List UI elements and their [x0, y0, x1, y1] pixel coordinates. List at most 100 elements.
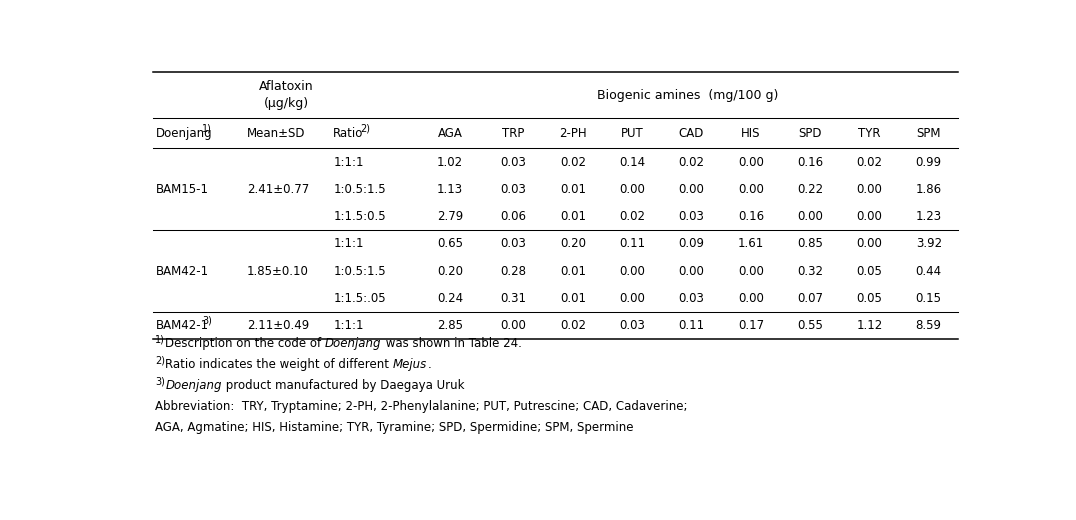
Text: BAM15-1: BAM15-1 [156, 183, 209, 196]
Text: Aflatoxin: Aflatoxin [259, 80, 314, 93]
Text: 0.16: 0.16 [797, 155, 823, 168]
Text: 0.01: 0.01 [560, 292, 586, 305]
Text: 0.03: 0.03 [500, 183, 526, 196]
Text: 0.17: 0.17 [738, 319, 764, 332]
Text: 0.11: 0.11 [619, 237, 646, 250]
Text: 0.22: 0.22 [797, 183, 823, 196]
Text: (μg/kg): (μg/kg) [264, 97, 309, 110]
Text: Doenjang: Doenjang [156, 127, 213, 140]
Text: 0.00: 0.00 [738, 183, 764, 196]
Text: 0.00: 0.00 [620, 265, 646, 278]
Text: 1:1:1: 1:1:1 [334, 319, 364, 332]
Text: Description on the code of: Description on the code of [166, 337, 325, 350]
Text: 0.01: 0.01 [560, 210, 586, 223]
Text: CAD: CAD [679, 127, 704, 140]
Text: Ratio: Ratio [334, 127, 364, 140]
Text: 3): 3) [155, 376, 166, 386]
Text: 0.03: 0.03 [620, 319, 646, 332]
Text: 1.02: 1.02 [437, 155, 464, 168]
Text: 0.16: 0.16 [738, 210, 764, 223]
Text: 1.61: 1.61 [738, 237, 764, 250]
Text: 1): 1) [202, 124, 212, 134]
Text: 0.00: 0.00 [738, 265, 764, 278]
Text: 0.00: 0.00 [856, 183, 882, 196]
Text: AGA, Agmatine; HIS, Histamine; TYR, Tyramine; SPD, Spermidine; SPM, Spermine: AGA, Agmatine; HIS, Histamine; TYR, Tyra… [155, 421, 634, 434]
Text: 1:0.5:1.5: 1:0.5:1.5 [334, 265, 386, 278]
Text: SPD: SPD [798, 127, 822, 140]
Text: 1:1.5:0.5: 1:1.5:0.5 [334, 210, 386, 223]
Text: 0.00: 0.00 [738, 292, 764, 305]
Text: 3.92: 3.92 [916, 237, 942, 250]
Text: HIS: HIS [741, 127, 761, 140]
Text: 2-PH: 2-PH [560, 127, 586, 140]
Text: 1.86: 1.86 [916, 183, 942, 196]
Text: 0.85: 0.85 [797, 237, 823, 250]
Text: 0.05: 0.05 [856, 292, 882, 305]
Text: 0.11: 0.11 [679, 319, 705, 332]
Text: TYR: TYR [859, 127, 880, 140]
Text: 0.44: 0.44 [916, 265, 942, 278]
Text: TRP: TRP [502, 127, 525, 140]
Text: 0.31: 0.31 [500, 292, 526, 305]
Text: 2.41±0.77: 2.41±0.77 [246, 183, 309, 196]
Text: 0.65: 0.65 [437, 237, 463, 250]
Text: 0.02: 0.02 [856, 155, 882, 168]
Text: 0.00: 0.00 [500, 319, 526, 332]
Text: AGA: AGA [438, 127, 463, 140]
Text: 0.00: 0.00 [679, 183, 705, 196]
Text: BAM42-1: BAM42-1 [156, 265, 210, 278]
Text: 1.23: 1.23 [916, 210, 942, 223]
Text: BAM42-1: BAM42-1 [156, 319, 210, 332]
Text: 0.02: 0.02 [560, 155, 586, 168]
Text: 0.00: 0.00 [620, 183, 646, 196]
Text: 0.00: 0.00 [679, 265, 705, 278]
Text: 0.06: 0.06 [500, 210, 526, 223]
Text: 1:1:1: 1:1:1 [334, 155, 364, 168]
Text: 0.00: 0.00 [856, 210, 882, 223]
Text: 2): 2) [360, 124, 370, 134]
Text: 0.24: 0.24 [437, 292, 464, 305]
Text: 0.14: 0.14 [619, 155, 646, 168]
Text: 0.00: 0.00 [738, 155, 764, 168]
Text: 2.79: 2.79 [437, 210, 464, 223]
Text: 0.01: 0.01 [560, 183, 586, 196]
Text: 8.59: 8.59 [916, 319, 942, 332]
Text: 0.03: 0.03 [679, 210, 705, 223]
Text: 1:0.5:1.5: 1:0.5:1.5 [334, 183, 386, 196]
Text: 0.32: 0.32 [797, 265, 823, 278]
Text: 0.09: 0.09 [679, 237, 705, 250]
Text: 1:1:1: 1:1:1 [334, 237, 364, 250]
Text: 2.85: 2.85 [437, 319, 463, 332]
Text: 0.00: 0.00 [797, 210, 823, 223]
Text: 0.00: 0.00 [856, 237, 882, 250]
Text: PUT: PUT [621, 127, 643, 140]
Text: 3): 3) [202, 316, 212, 326]
Text: 1): 1) [155, 334, 166, 344]
Text: Mean±SD: Mean±SD [246, 127, 306, 140]
Text: 0.15: 0.15 [916, 292, 942, 305]
Text: 0.02: 0.02 [560, 319, 586, 332]
Text: SPM: SPM [917, 127, 942, 140]
Text: 1.13: 1.13 [437, 183, 464, 196]
Text: 0.02: 0.02 [679, 155, 705, 168]
Text: 2): 2) [155, 355, 166, 365]
Text: 0.28: 0.28 [500, 265, 526, 278]
Text: 2.11±0.49: 2.11±0.49 [246, 319, 309, 332]
Text: 0.05: 0.05 [856, 265, 882, 278]
Text: 0.55: 0.55 [797, 319, 823, 332]
Text: 0.03: 0.03 [500, 155, 526, 168]
Text: 0.20: 0.20 [560, 237, 586, 250]
Text: 0.20: 0.20 [437, 265, 463, 278]
Text: 0.03: 0.03 [500, 237, 526, 250]
Text: 0.03: 0.03 [679, 292, 705, 305]
Text: Ratio indicates the weight of different: Ratio indicates the weight of different [166, 358, 393, 371]
Text: 0.01: 0.01 [560, 265, 586, 278]
Text: .: . [427, 358, 431, 371]
Text: Mejus: Mejus [393, 358, 427, 371]
Text: Doenjang: Doenjang [325, 337, 382, 350]
Text: Abbreviation:  TRY, Tryptamine; 2-PH, 2-Phenylalanine; PUT, Putrescine; CAD, Cad: Abbreviation: TRY, Tryptamine; 2-PH, 2-P… [155, 400, 688, 413]
Text: Doenjang: Doenjang [166, 379, 222, 392]
Text: 1:1.5:.05: 1:1.5:.05 [334, 292, 386, 305]
Text: 1.12: 1.12 [856, 319, 882, 332]
Text: 0.07: 0.07 [797, 292, 823, 305]
